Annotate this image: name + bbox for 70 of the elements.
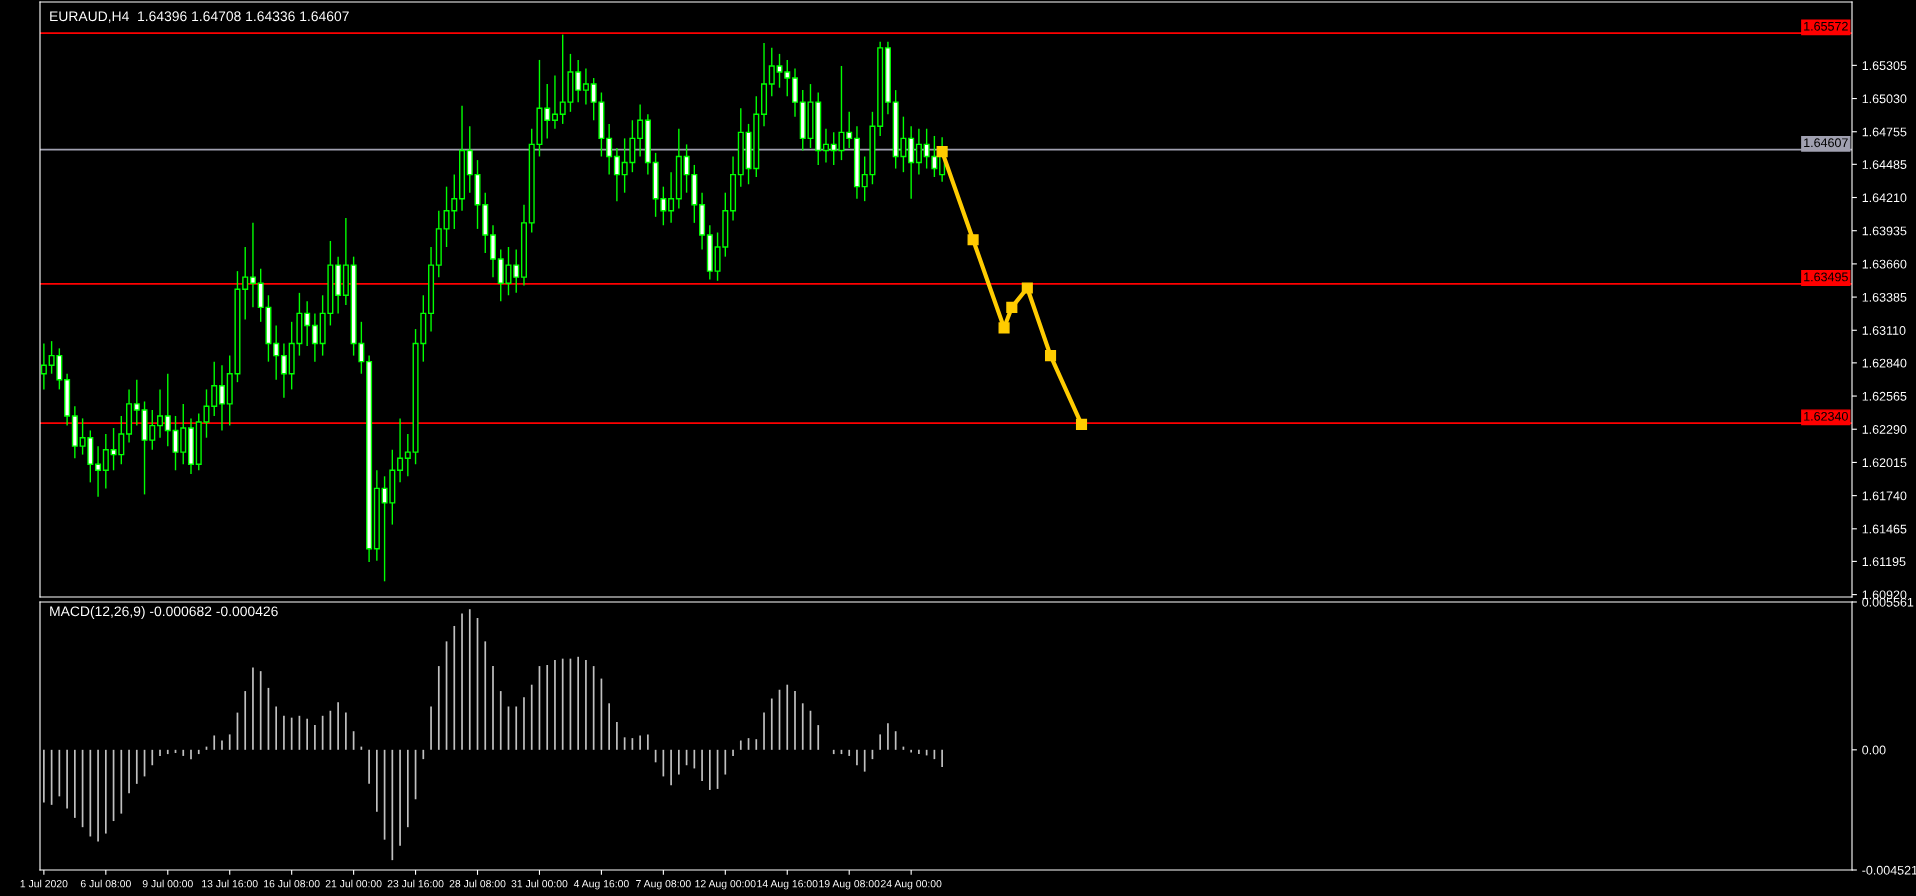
candlestick [280, 342, 287, 399]
candlestick [273, 324, 280, 381]
candlestick [544, 83, 551, 140]
ref-line-label: 1.65572 [1804, 21, 1848, 31]
y-tick-label: 1.62290 [1862, 425, 1907, 434]
candlestick [218, 364, 225, 432]
candlestick [822, 128, 829, 164]
y-tick-label: 1.62565 [1862, 391, 1907, 401]
x-tick-label: 7 Aug 08:00 [636, 880, 691, 890]
point [1044, 350, 1057, 362]
ref-line-label: 1.63495 [1804, 272, 1848, 282]
x-tick-label: 21 Jul 00:00 [325, 879, 382, 888]
x-tick-label: 1 Jul 2020 [20, 879, 68, 888]
x-tick-label: 16 Jul 08:00 [264, 879, 320, 888]
candlestick [575, 59, 582, 103]
point [967, 234, 979, 246]
ref-line-label: 1.62340 [1804, 411, 1848, 421]
candlestick [102, 433, 109, 490]
x-tick-label: 31 Jul 00:00 [511, 879, 568, 888]
candlestick [40, 342, 47, 391]
y-tick-label: 1.65030 [1862, 94, 1907, 104]
x-tick-label: 13 Jul 16:00 [202, 879, 258, 888]
y-tick-label: 1.63110 [1862, 326, 1906, 335]
point [1075, 418, 1088, 430]
ref-line-label: 1.64607 [1804, 138, 1848, 148]
candlestick [311, 312, 318, 363]
x-tick-label: 6 Jul 08:00 [80, 879, 131, 888]
y-tick-label: 1.62840 [1862, 358, 1907, 368]
point [936, 146, 948, 158]
candlestick [157, 388, 164, 439]
point [998, 322, 1010, 334]
candlestick [915, 128, 922, 176]
x-tick-label: 28 Jul 08:00 [449, 879, 506, 888]
y-tick-label: 1.61740 [1862, 491, 1907, 501]
candlestick [242, 246, 249, 321]
y-tick-label: 1.61465 [1862, 524, 1907, 534]
candlestick [404, 433, 411, 478]
candlestick [397, 417, 404, 484]
candlestick [613, 147, 620, 202]
x-tick-label: 12 Aug 00:00 [695, 880, 756, 890]
x-tick-label: 23 Jul 16:00 [387, 879, 444, 888]
y-tick-label: 1.64210 [1862, 193, 1907, 203]
x-tick-label: 9 Jul 00:00 [142, 879, 193, 888]
y-tick-label: 1.63385 [1862, 292, 1907, 302]
candlestick [846, 111, 853, 149]
candlestick [606, 123, 613, 176]
candlestick [249, 222, 256, 309]
x-tick-label: 19 Aug 08:00 [819, 880, 880, 890]
candlestick [582, 67, 589, 106]
candlestick [551, 74, 558, 130]
y-tick-label: 1.61195 [1862, 557, 1906, 567]
x-tick-label: 4 Aug 16:00 [573, 880, 629, 890]
candlestick [304, 300, 311, 347]
y-tick-label: 1.64755 [1862, 127, 1907, 137]
y-tick-label: 1.65305 [1862, 61, 1907, 71]
y-tick-label: 1.63660 [1862, 259, 1907, 269]
y-tick-label: 1.62015 [1862, 458, 1907, 468]
candlestick [133, 379, 140, 427]
text: EURAUD,H4 1.64396 1.64708 1.64336 1.64607 [50, 11, 349, 23]
point [1006, 301, 1018, 313]
x-tick-label: 24 Aug 00:00 [880, 880, 942, 890]
chart-title: MACD(12,26,9) -0.000682 -0.000426 [50, 606, 278, 619]
point [1021, 282, 1033, 294]
candlestick [95, 445, 102, 498]
x-tick-label: 14 Aug 16:00 [757, 880, 818, 890]
candlestick [668, 171, 675, 224]
candlestick [637, 103, 644, 158]
y-tick-label: 1.63935 [1862, 226, 1907, 236]
y-tick-label: 0.00 [1862, 745, 1886, 755]
y-tick-label: 1.64485 [1862, 160, 1907, 169]
